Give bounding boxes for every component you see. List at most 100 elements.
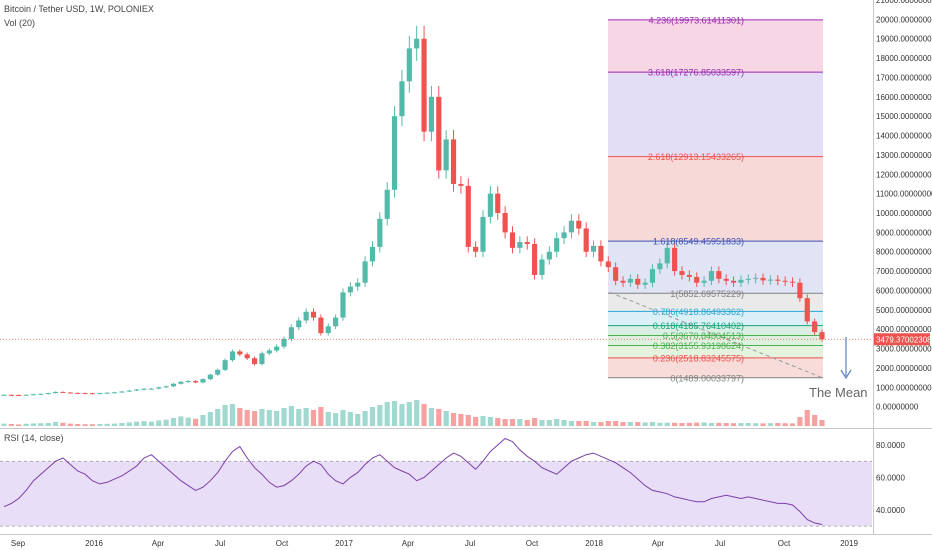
time-axis-tick: Jul — [465, 539, 475, 548]
volume-bar — [222, 405, 228, 426]
volume-bar — [185, 417, 191, 426]
volume-bar — [664, 422, 670, 426]
time-axis-tick: Oct — [276, 539, 289, 548]
fib-zone — [608, 156, 823, 242]
volume-bar — [532, 418, 538, 426]
candle-body — [67, 392, 73, 394]
volume-bar — [347, 412, 353, 426]
candle-body — [635, 278, 641, 285]
volume-bar — [53, 422, 59, 426]
candle-body — [111, 392, 118, 394]
volume-bar — [377, 405, 383, 426]
candle-body — [576, 220, 582, 229]
volume-bar — [111, 423, 118, 426]
candle-body — [568, 220, 575, 233]
price-axis-tick: 6000.00000000 — [876, 286, 932, 295]
candle-body — [782, 280, 788, 282]
candle-body — [554, 238, 560, 252]
volume-bar — [215, 409, 221, 426]
rsi-axis-tick: 60.0000 — [876, 473, 905, 482]
candle-body — [745, 278, 751, 280]
volume-bar — [281, 408, 287, 426]
candle-body — [193, 381, 199, 383]
candle-body — [730, 280, 737, 283]
volume-bar — [502, 419, 508, 426]
volume-bar — [170, 418, 177, 426]
candle-body — [539, 259, 545, 275]
volume-bar — [75, 424, 81, 426]
volume-bar — [487, 417, 493, 426]
candle-body — [340, 292, 346, 318]
volume-bar — [576, 421, 582, 426]
volume-bar — [819, 420, 825, 426]
candle-body — [23, 394, 29, 396]
volume-bar — [126, 422, 132, 426]
candle-body — [16, 394, 22, 396]
rsi-legend: RSI (14, close) — [4, 433, 64, 443]
volume-bar — [288, 406, 294, 426]
fib-level-label: 4.236(19973.61411301) — [649, 15, 744, 25]
fib-zone — [608, 293, 823, 312]
volume-bar — [391, 401, 398, 426]
volume-bar — [598, 422, 604, 426]
volume-bar — [193, 418, 199, 426]
candle-body — [82, 393, 88, 395]
candle-body — [701, 280, 707, 283]
volume-bar — [23, 423, 29, 426]
candle-body — [362, 261, 368, 283]
candle-body — [75, 392, 81, 394]
candle-body — [229, 351, 236, 361]
volume-bar — [178, 416, 184, 426]
price-axis-tick: 9000.00000000 — [876, 228, 932, 237]
fib-level-label: 2.618(12913.15433265) — [648, 152, 744, 162]
volume-bar — [266, 410, 272, 426]
candle-body — [222, 360, 228, 370]
time-axis-tick: Jul — [215, 539, 225, 548]
volume-bar — [583, 421, 589, 426]
candle-body — [495, 193, 501, 213]
time-axis-tick: 2019 — [840, 539, 858, 548]
price-axis-tick: 20000.00000000 — [876, 15, 932, 24]
volume-bar — [782, 423, 788, 426]
candle-body — [487, 193, 493, 217]
volume-bar — [804, 410, 810, 426]
candle-body — [664, 247, 670, 264]
volume-bar — [613, 421, 619, 426]
volume-bar — [694, 422, 700, 426]
candle-body — [141, 388, 147, 390]
volume-bar — [539, 420, 545, 426]
candle-body — [524, 242, 530, 244]
price-axis-tick: 12000.00000000 — [876, 170, 932, 179]
candle-body — [716, 271, 722, 279]
candle-body — [185, 381, 191, 383]
volume-bar — [458, 414, 464, 426]
candle-body — [436, 96, 442, 171]
volume-bar — [509, 419, 516, 426]
volume-bar — [399, 404, 405, 426]
volume-bar — [738, 423, 744, 426]
candle-body — [804, 298, 810, 322]
candle-body — [517, 242, 523, 248]
volume-bar — [355, 414, 361, 426]
volume-bar — [428, 408, 435, 426]
candle-body — [458, 183, 464, 186]
time-axis-tick: Sep — [11, 539, 26, 548]
candle-body — [104, 392, 110, 394]
volume-bar — [274, 411, 280, 426]
candle-body — [384, 189, 390, 219]
volume-bar — [369, 407, 376, 426]
price-axis-tick: 11000.00000000 — [876, 190, 932, 199]
volume-bar — [406, 402, 412, 426]
price-axis-tick: 3000.00000000 — [876, 345, 932, 354]
volume-bar — [753, 423, 759, 426]
rsi-line — [3, 437, 823, 525]
volume-bar — [8, 424, 14, 426]
candle-body — [414, 38, 420, 49]
candle-body — [590, 245, 597, 252]
volume-bar — [119, 423, 125, 426]
candle-body — [627, 278, 633, 283]
volume-bar — [30, 423, 37, 426]
annotation-arrow-head — [840, 369, 852, 380]
price-axis-tick: 5000.00000000 — [876, 306, 932, 315]
